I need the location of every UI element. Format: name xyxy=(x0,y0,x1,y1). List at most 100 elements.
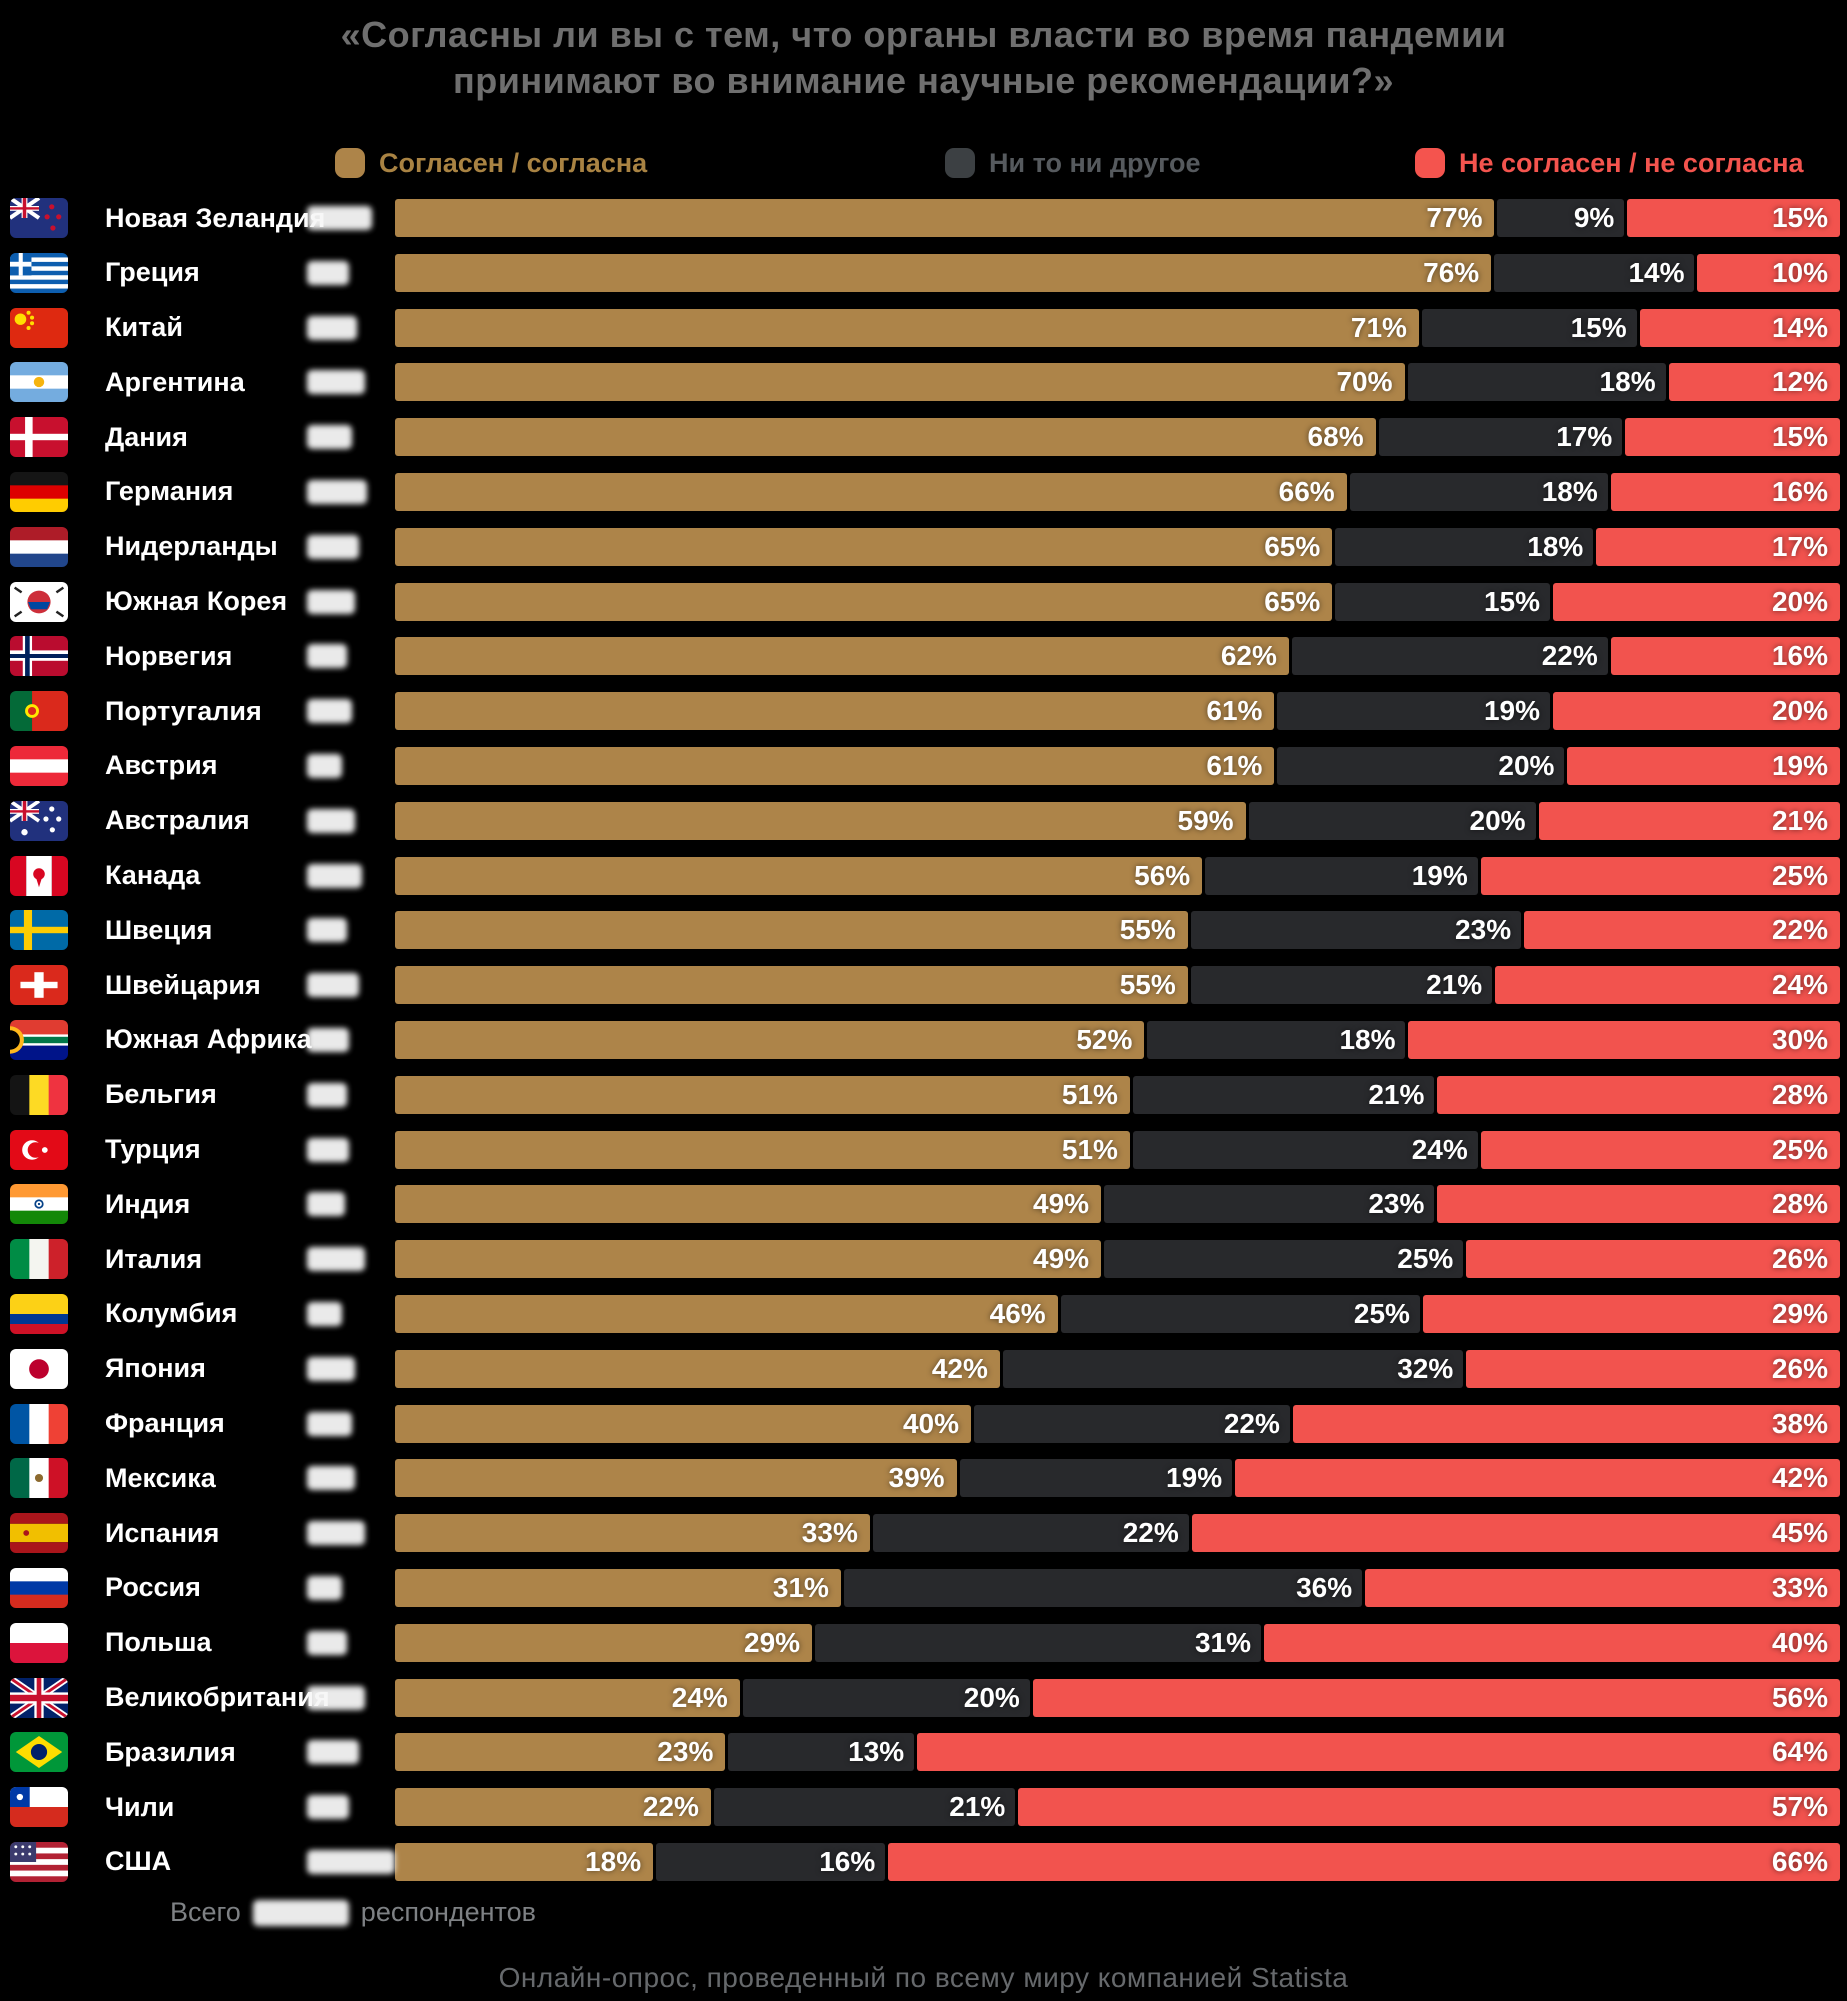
flag-new-zealand-icon xyxy=(10,198,68,238)
chart-row: Франция 40% 22% 38% xyxy=(0,1403,1847,1444)
chart-row: Португалия 61% 19% 20% xyxy=(0,691,1847,732)
bar-disagree-value: 42% xyxy=(1771,1462,1828,1494)
bar-agree: 68% xyxy=(395,418,1376,457)
flag-colombia-icon xyxy=(10,1293,68,1334)
sample-size-redacted xyxy=(295,1247,395,1272)
bar-track: 29% 31% 40% xyxy=(395,1623,1840,1662)
bar-agree: 65% xyxy=(395,527,1333,566)
flag-germany-icon xyxy=(10,471,68,512)
chart-row: Чили 22% 21% 57% xyxy=(0,1787,1847,1828)
sample-size-redacted xyxy=(295,1301,395,1326)
bar-neutral: 20% xyxy=(1277,746,1565,785)
flag-chile-icon xyxy=(10,1787,68,1828)
bar-agree-value: 76% xyxy=(1423,256,1480,288)
bar-neutral: 25% xyxy=(1060,1294,1420,1333)
bar-disagree-value: 28% xyxy=(1771,1078,1828,1110)
bar-neutral-value: 32% xyxy=(1397,1352,1454,1384)
bar-neutral-value: 14% xyxy=(1628,256,1685,288)
legend-label-disagree: Не согласен / не согласна xyxy=(1459,147,1804,178)
bar-neutral-value: 25% xyxy=(1353,1297,1410,1329)
country-label: Чили xyxy=(105,1791,175,1822)
sample-size-redacted xyxy=(295,315,395,340)
bar-agree: 39% xyxy=(395,1459,957,1498)
bar-agree: 55% xyxy=(395,911,1188,950)
redacted-text xyxy=(307,1082,347,1107)
flag-south-korea-icon xyxy=(10,581,68,622)
bar-agree: 76% xyxy=(395,253,1492,292)
sample-size-redacted xyxy=(295,1027,395,1052)
bar-agree-value: 40% xyxy=(902,1407,959,1439)
bar-agree: 56% xyxy=(395,856,1203,895)
bar-disagree: 45% xyxy=(1191,1514,1840,1553)
sample-size-redacted xyxy=(295,425,395,450)
bar-neutral-value: 21% xyxy=(1368,1078,1425,1110)
bar-track: 31% 36% 33% xyxy=(395,1568,1840,1607)
country-label: Индия xyxy=(105,1188,191,1219)
flag-argentina-icon xyxy=(10,362,68,403)
bar-track: 24% 20% 56% xyxy=(395,1678,1840,1717)
bar-agree-value: 51% xyxy=(1061,1133,1118,1165)
bar-agree: 66% xyxy=(395,472,1347,511)
chart-row: Мексика 39% 19% 42% xyxy=(0,1458,1847,1499)
chart-row: Польша 29% 31% 40% xyxy=(0,1622,1847,1663)
bar-agree: 51% xyxy=(395,1130,1130,1169)
redacted-text xyxy=(307,1192,345,1217)
redacted-text xyxy=(307,206,372,230)
bar-track: 65% 15% 20% xyxy=(395,582,1840,621)
bar-agree: 55% xyxy=(395,966,1188,1005)
bar-neutral: 22% xyxy=(872,1514,1189,1553)
country-label: Россия xyxy=(105,1572,201,1603)
bar-neutral-value: 18% xyxy=(1599,366,1656,398)
bar-disagree-value: 22% xyxy=(1771,914,1828,946)
bar-disagree: 10% xyxy=(1697,253,1840,292)
redacted-text xyxy=(307,1630,347,1655)
country-label: Франция xyxy=(105,1408,225,1439)
bar-agree-value: 62% xyxy=(1220,640,1277,672)
bar-neutral: 19% xyxy=(1277,692,1550,731)
bar-neutral: 21% xyxy=(1190,966,1493,1005)
bar-agree-value: 71% xyxy=(1350,311,1407,343)
redacted-text xyxy=(307,1356,355,1381)
bar-agree: 33% xyxy=(395,1514,870,1553)
bar-neutral-value: 31% xyxy=(1194,1626,1251,1658)
chart-rows: Новая Зеландия 77% 9% 15% Греция 76% 14% 10% Кит… xyxy=(0,198,1847,1882)
bar-agree: 46% xyxy=(395,1294,1058,1333)
country-label: Южная Корея xyxy=(105,586,288,617)
bar-neutral-value: 23% xyxy=(1455,914,1512,946)
bar-agree-value: 39% xyxy=(888,1462,945,1494)
redacted-text xyxy=(307,1137,349,1162)
chart-row: Швеция 55% 23% 22% xyxy=(0,910,1847,951)
sample-size-redacted xyxy=(295,589,395,614)
bar-disagree-value: 21% xyxy=(1771,804,1828,836)
bar-agree: 24% xyxy=(395,1678,740,1717)
flag-turkey-icon xyxy=(10,1129,68,1170)
bar-neutral-value: 23% xyxy=(1368,1188,1425,1220)
bar-neutral: 17% xyxy=(1378,418,1623,457)
country-label: Бразилия xyxy=(105,1736,236,1767)
sample-size-redacted xyxy=(295,1630,395,1655)
country-label: Италия xyxy=(105,1243,203,1274)
bar-agree: 49% xyxy=(395,1240,1102,1279)
bar-disagree: 25% xyxy=(1480,856,1840,895)
bar-track: 18% 16% 66% xyxy=(395,1842,1840,1881)
country-label: Австрия xyxy=(105,750,218,781)
bar-agree-value: 66% xyxy=(1278,475,1335,507)
flag-brazil-icon xyxy=(10,1732,68,1773)
legend-item-neutral: Ни то ни другое xyxy=(945,146,1201,180)
sample-size-redacted xyxy=(295,370,395,395)
country-label: Португалия xyxy=(105,695,262,726)
bar-agree: 29% xyxy=(395,1623,813,1662)
bar-disagree-value: 45% xyxy=(1771,1517,1828,1549)
country-label: Швеция xyxy=(105,914,213,945)
redacted-text xyxy=(307,425,352,450)
bar-neutral: 19% xyxy=(1205,856,1478,895)
bar-agree: 62% xyxy=(395,637,1289,676)
flag-china-icon xyxy=(10,307,68,348)
legend-item-agree: Согласен / согласна xyxy=(335,146,647,180)
bar-track: 52% 18% 30% xyxy=(395,1020,1840,1059)
bar-agree: 23% xyxy=(395,1733,726,1772)
bar-neutral: 23% xyxy=(1190,911,1522,950)
chart-row: Швейцария 55% 21% 24% xyxy=(0,965,1847,1006)
flag-japan-icon xyxy=(10,1348,68,1389)
bar-disagree: 12% xyxy=(1668,363,1840,402)
